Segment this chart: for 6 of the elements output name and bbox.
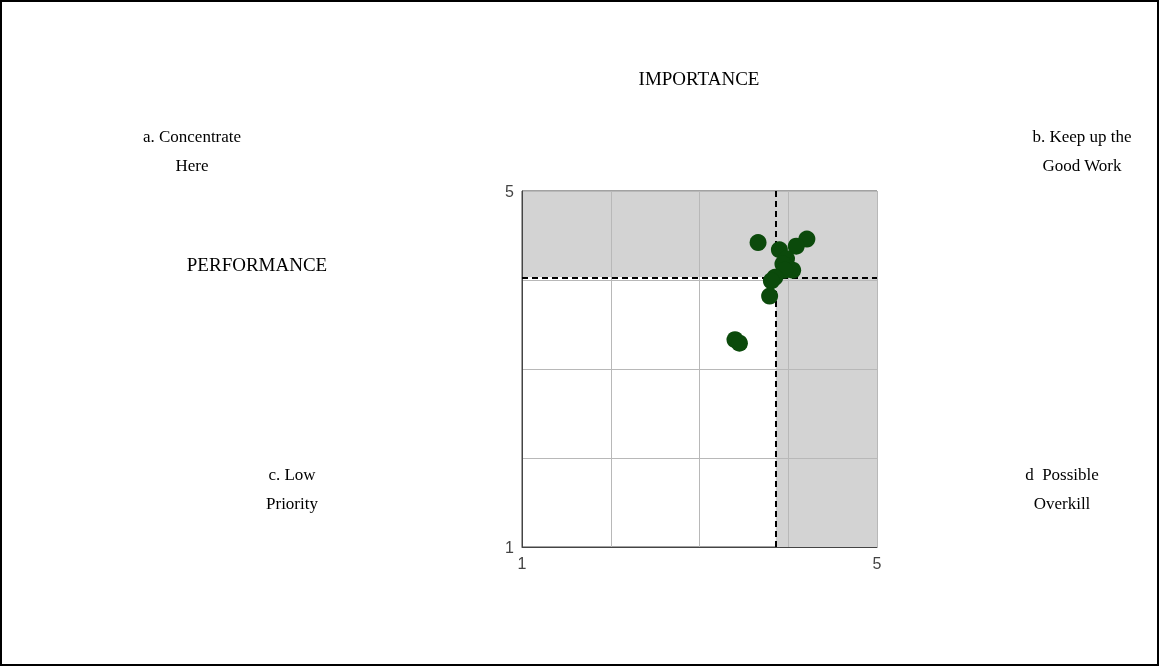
text: PERFORMANCE [186,254,328,275]
text: d Possible Overkill [1025,465,1099,513]
x-axis-title: IMPORTANCE [638,68,760,89]
text: a. Concentrate Here [142,127,242,175]
text: b. Keep up the Good Work [1032,127,1132,175]
text: c. Low Priority [266,465,319,513]
